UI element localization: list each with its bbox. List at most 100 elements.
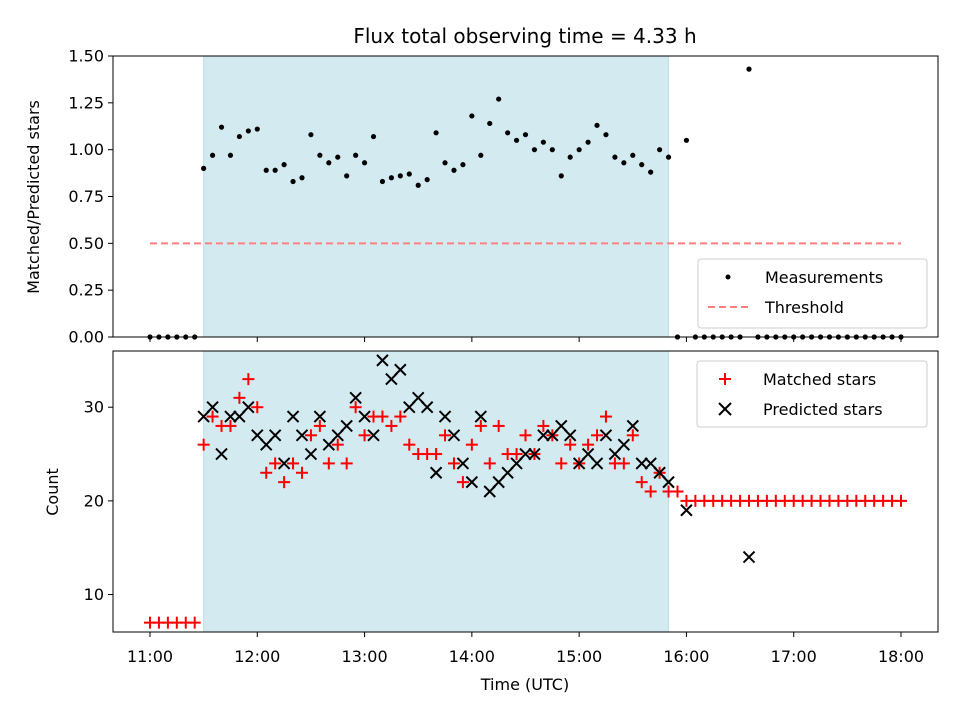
- predicted-star-point: [465, 475, 479, 489]
- x-tick-label: 16:00: [663, 647, 709, 666]
- matched-star-point: [591, 429, 604, 442]
- measurement-point: [379, 178, 386, 185]
- predicted-star-point: [206, 400, 219, 414]
- predicted-star-point: [662, 475, 675, 489]
- measurement-point: [460, 162, 466, 168]
- measurement-point: [370, 133, 377, 140]
- predicted-star-point: [474, 410, 488, 423]
- predicted-star-point: [563, 429, 577, 442]
- y-tick-label: 0.50: [68, 234, 104, 253]
- matched-star-point: [269, 457, 282, 470]
- measurement-point: [433, 130, 439, 136]
- predicted-star-point: [295, 429, 309, 442]
- y-tick-label: 1.00: [68, 140, 104, 159]
- top-panel: 0.00 0.25 0.50 0.75 1.00 1.25 1.50 Matched/Pre…: [24, 47, 939, 347]
- measurement-point: [621, 160, 627, 166]
- matched-star-point: [278, 476, 291, 489]
- measurement-point: [227, 152, 234, 158]
- measurement-point: [424, 177, 430, 183]
- measurement-point: [657, 147, 663, 153]
- measurement-point: [612, 154, 618, 160]
- y-tick-label: 0.00: [68, 328, 104, 347]
- bottom-legend-box: [696, 360, 928, 428]
- matched-star-point: [456, 476, 469, 489]
- measurement-point: [236, 133, 243, 140]
- measurement-point: [540, 139, 546, 145]
- predicted-star-point: [438, 410, 452, 423]
- predicted-star-point: [456, 457, 470, 470]
- matched-star-point: [394, 410, 407, 423]
- y-tick-label: 20: [84, 491, 104, 510]
- predicted-star-point: [367, 429, 380, 442]
- measurement-point: [388, 175, 394, 181]
- measurement-point: [603, 132, 609, 138]
- top-legend-box: [697, 258, 928, 329]
- predicted-star-point: [742, 550, 756, 564]
- measurement-point: [576, 147, 582, 153]
- x-tick-label: 17:00: [771, 647, 817, 666]
- matched-star-point: [599, 410, 612, 423]
- measurement-point: [522, 132, 529, 138]
- predicted-star-point: [519, 447, 532, 461]
- measurement-point: [505, 130, 511, 136]
- measurement-point: [549, 147, 555, 153]
- matched-star-point: [313, 419, 326, 432]
- measurement-point: [344, 173, 350, 179]
- measurement-point: [415, 182, 421, 188]
- measurement-point: [272, 167, 278, 173]
- matched-star-point: [617, 457, 630, 470]
- predicted-star-point: [313, 410, 327, 423]
- measurement-point: [478, 152, 484, 158]
- measurement-point: [263, 167, 269, 173]
- predicted-star-point: [268, 429, 282, 442]
- measurement-point: [531, 147, 538, 153]
- predicted-star-point: [617, 438, 631, 451]
- matched-legend-marker: [719, 373, 731, 385]
- matched-star-point: [492, 419, 505, 432]
- matched-star-point: [555, 457, 568, 470]
- measurement-point: [397, 173, 403, 179]
- bottom-plot-frame: [112, 350, 939, 633]
- matched-star-point: [304, 429, 317, 442]
- matched-star-point: [251, 401, 264, 414]
- measurement-point: [353, 152, 359, 158]
- predicted-star-point: [420, 400, 434, 414]
- measurement-point: [281, 162, 287, 168]
- matched-star-point: [635, 476, 648, 489]
- x-tick-label: 11:00: [127, 647, 173, 666]
- predicted-star-point: [376, 354, 389, 367]
- top-plot-frame: [112, 55, 939, 338]
- measurement-point: [442, 160, 448, 166]
- predicted-star-point: [394, 363, 407, 376]
- bottom-y-axis-label: Count: [43, 468, 62, 516]
- measurement-point: [317, 152, 323, 158]
- predicted-star-point: [626, 419, 639, 433]
- matched-star-point: [295, 466, 308, 479]
- measurement-point: [746, 66, 752, 72]
- predicted-star-point: [349, 391, 362, 405]
- matched-star-point: [644, 485, 657, 498]
- predicted-star-point: [447, 429, 461, 442]
- predicted-star-point: [286, 410, 300, 423]
- y-tick-label: 1.50: [68, 47, 104, 66]
- matched-star-point: [287, 457, 300, 470]
- x-tick-label: 12:00: [234, 647, 280, 666]
- measurement-point: [469, 113, 475, 119]
- matched-star-point: [260, 466, 273, 479]
- matched-star-point: [582, 438, 595, 451]
- matched-star-point: [519, 429, 532, 442]
- matched-star-point: [242, 373, 255, 386]
- predicted-star-point: [224, 410, 237, 423]
- measurement-point: [513, 137, 520, 143]
- matched-star-point: [895, 494, 907, 507]
- measurement-point: [406, 171, 412, 177]
- measurement-point: [558, 173, 564, 179]
- matched-star-point: [510, 448, 523, 461]
- y-tick-label: 0.25: [68, 281, 104, 300]
- top-legend: Measurements Threshold: [697, 258, 928, 329]
- measurement-point: [496, 96, 502, 102]
- measurements-legend-marker: [725, 274, 731, 280]
- matched-star-point: [483, 457, 496, 470]
- matched-star-point: [465, 438, 478, 451]
